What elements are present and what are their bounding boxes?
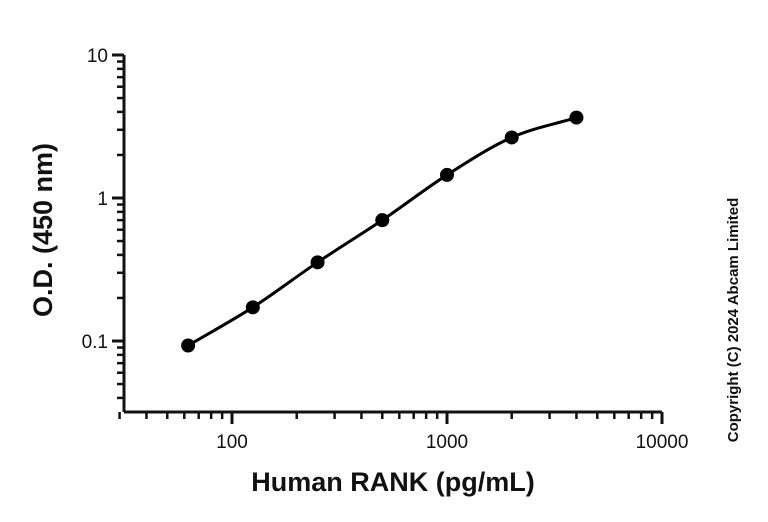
data-point-4: [440, 167, 454, 182]
data-point-6: [569, 110, 584, 125]
data-point-5: [504, 130, 519, 145]
y-tick-label-1: 1: [97, 189, 108, 210]
data-points: [181, 110, 584, 353]
data-point-3: [375, 213, 390, 228]
copyright-notice: Copyright (C) 2024 Abcam Limited: [725, 198, 742, 442]
x-tick-label-0: 100: [216, 432, 248, 453]
fit-curve: [187, 116, 577, 347]
x-tick-label-2: 10000: [636, 432, 689, 453]
y-tick-label-0: 0.1: [82, 332, 108, 353]
y-axis-title: O.D. (450 nm): [28, 143, 58, 317]
x-tick-label-1: 1000: [426, 432, 468, 453]
y-tick-label-2: 10: [87, 46, 108, 67]
data-point-2: [310, 255, 325, 270]
y-axis-ticks: 0.1 1 10: [82, 46, 124, 353]
data-point-0: [181, 338, 196, 353]
x-axis-title: Human RANK (pg/mL): [251, 467, 534, 497]
data-point-1: [245, 300, 260, 315]
x-axis-ticks: 100 1000 10000: [216, 412, 688, 453]
